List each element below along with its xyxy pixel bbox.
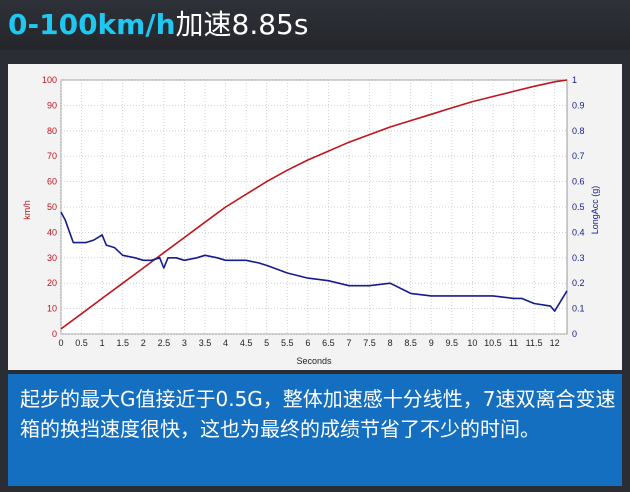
y-tick-label: 0 xyxy=(52,329,57,339)
data-series xyxy=(60,79,568,330)
x-tick-label: 9 xyxy=(429,338,434,348)
caption-box: 起步的最大G值接近于0.5G，整体加速感十分线性，7速双离合变速箱的换挡速度很快… xyxy=(8,374,622,486)
y-tick-label: 30 xyxy=(47,253,57,263)
title-bar: 0-100km/h加速8.85s xyxy=(0,0,630,50)
y-tick-label: 60 xyxy=(47,177,57,187)
y2-tick-label: 0.5 xyxy=(572,202,585,212)
y2-tick-label: 0.9 xyxy=(572,100,585,110)
x-tick-label: 8.5 xyxy=(404,338,417,348)
x-tick-label: 4.5 xyxy=(240,338,253,348)
x-tick-label: 8 xyxy=(388,338,393,348)
y2-tick-label: 0.4 xyxy=(572,227,585,237)
y2-tick-label: 0.6 xyxy=(572,177,585,187)
x-tick-label: 1 xyxy=(100,338,105,348)
y-tick-label: 80 xyxy=(47,126,57,136)
x-tick-label: 1.5 xyxy=(116,338,129,348)
x-axis-title: Seconds xyxy=(296,356,332,366)
y-tick-label: 100 xyxy=(42,75,57,85)
x-tick-label: 0.5 xyxy=(75,338,88,348)
y2-tick-label: 0.1 xyxy=(572,304,585,314)
y-tick-label: 90 xyxy=(47,100,57,110)
x-tick-label: 2.5 xyxy=(158,338,171,348)
x-tick-label: 3 xyxy=(182,338,187,348)
grid-lines xyxy=(60,79,567,335)
y2-tick-label: 1 xyxy=(572,75,577,85)
y2-tick-label: 0.2 xyxy=(572,278,585,288)
y2-tick-label: 0 xyxy=(572,329,577,339)
tick-labels: 0 0.5 1 1.5 2 2.5 3 3.5 4 4.5 5 5.5 6 6.5 7 7.5 8 8.5 9 9.5… xyxy=(42,75,585,348)
page-title: 0-100km/h加速8.85s xyxy=(8,6,308,44)
x-tick-label: 10.5 xyxy=(484,338,502,348)
y-tick-label: 40 xyxy=(47,227,57,237)
x-tick-label: 11.5 xyxy=(526,338,543,348)
speed-series-line xyxy=(60,79,568,330)
x-tick-label: 7.5 xyxy=(363,338,376,348)
y-tick-label: 20 xyxy=(47,278,57,288)
y2-tick-label: 0.3 xyxy=(572,253,585,263)
y-axis-title: km/h xyxy=(22,200,32,220)
x-tick-label: 6 xyxy=(305,338,310,348)
y-tick-label: 50 xyxy=(47,202,57,212)
caption-text: 起步的最大G值接近于0.5G，整体加速感十分线性，7速双离合变速箱的换挡速度很快… xyxy=(20,387,616,441)
y-tick-label: 10 xyxy=(47,304,57,314)
x-tick-label: 3.5 xyxy=(199,338,212,348)
x-tick-label: 5 xyxy=(264,338,269,348)
y2-axis-title: LongAcc (g) xyxy=(590,186,600,235)
x-tick-label: 12 xyxy=(550,338,560,348)
x-tick-label: 2 xyxy=(141,338,146,348)
x-tick-label: 0 xyxy=(58,338,63,348)
x-tick-label: 6.5 xyxy=(322,338,335,348)
x-tick-label: 5.5 xyxy=(281,338,294,348)
acceleration-chart: 0 0.5 1 1.5 2 2.5 3 3.5 4 4.5 5 5.5 6 6.5 7 7.5 8 8.5 9 9.5… xyxy=(8,64,622,370)
title-prefix: 0-100km/h xyxy=(8,8,176,41)
longacc-series-line xyxy=(60,211,568,312)
x-tick-label: 10 xyxy=(467,338,477,348)
x-tick-label: 4 xyxy=(223,338,228,348)
y2-tick-label: 0.8 xyxy=(572,126,585,136)
x-tick-label: 7 xyxy=(346,338,351,348)
y2-tick-label: 0.7 xyxy=(572,151,585,161)
x-tick-label: 9.5 xyxy=(446,338,459,348)
title-suffix: 加速8.85s xyxy=(175,8,309,41)
chart-panel: 0 0.5 1 1.5 2 2.5 3 3.5 4 4.5 5 5.5 6 6.5 7 7.5 8 8.5 9 9.5… xyxy=(8,64,622,370)
y-tick-label: 70 xyxy=(47,151,57,161)
x-tick-label: 11 xyxy=(509,338,518,348)
